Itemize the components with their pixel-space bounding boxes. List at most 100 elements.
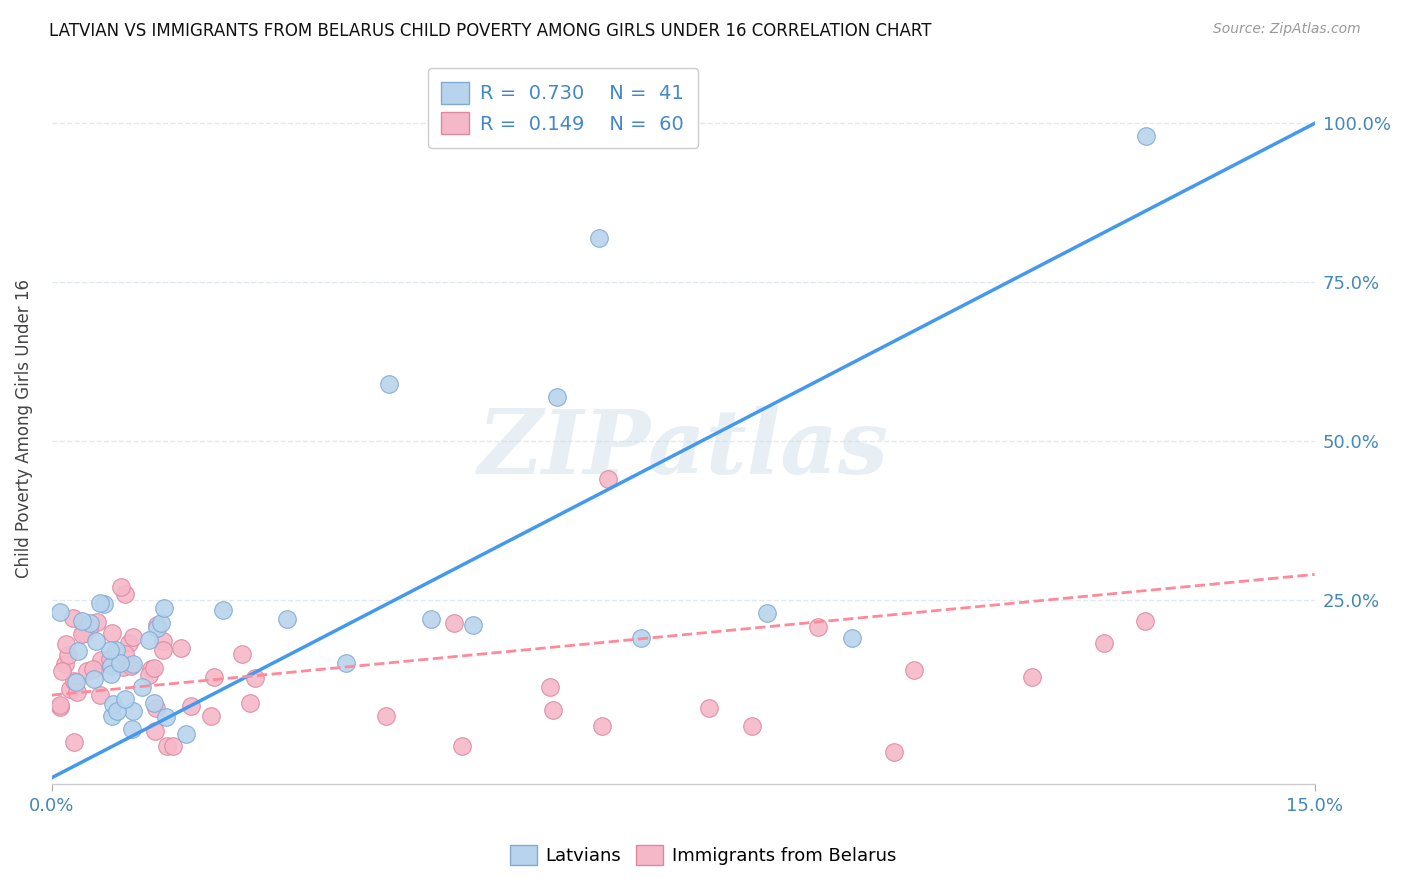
Point bbox=[114, 586, 136, 600]
Point bbox=[121, 704, 143, 718]
Point bbox=[419, 612, 441, 626]
Point bbox=[588, 230, 610, 244]
Point bbox=[451, 739, 474, 753]
Point bbox=[375, 709, 398, 723]
Point bbox=[145, 701, 167, 715]
Y-axis label: Child Poverty Among Girls Under 16: Child Poverty Among Girls Under 16 bbox=[15, 279, 32, 578]
Point bbox=[79, 615, 101, 630]
Point bbox=[49, 699, 72, 714]
Point bbox=[62, 735, 84, 749]
Point bbox=[596, 472, 619, 486]
Point bbox=[120, 659, 142, 673]
Point bbox=[98, 652, 121, 666]
Point bbox=[200, 708, 222, 723]
Point bbox=[335, 657, 357, 671]
Point bbox=[1021, 670, 1043, 684]
Point bbox=[630, 631, 652, 645]
Point bbox=[122, 630, 145, 644]
Point bbox=[143, 661, 166, 675]
Text: Source: ZipAtlas.com: Source: ZipAtlas.com bbox=[1213, 22, 1361, 37]
Point bbox=[538, 680, 561, 694]
Point bbox=[122, 657, 145, 671]
Text: ZIPatlas: ZIPatlas bbox=[478, 407, 889, 493]
Point bbox=[156, 739, 179, 753]
Point bbox=[546, 390, 568, 404]
Point bbox=[110, 580, 132, 594]
Point bbox=[377, 376, 399, 391]
Point bbox=[98, 643, 121, 657]
Point bbox=[82, 662, 104, 676]
Point bbox=[55, 637, 77, 651]
Point bbox=[231, 647, 253, 661]
Point bbox=[51, 664, 73, 678]
Point bbox=[841, 631, 863, 645]
Point bbox=[112, 660, 135, 674]
Point bbox=[882, 745, 904, 759]
Point bbox=[143, 724, 166, 739]
Point bbox=[756, 606, 779, 620]
Point bbox=[63, 673, 86, 688]
Point bbox=[58, 648, 80, 662]
Point bbox=[741, 718, 763, 732]
Point bbox=[243, 671, 266, 685]
Point bbox=[72, 626, 94, 640]
Point bbox=[1133, 614, 1156, 628]
Point bbox=[83, 672, 105, 686]
Point bbox=[62, 611, 84, 625]
Point bbox=[100, 625, 122, 640]
Point bbox=[461, 618, 484, 632]
Point bbox=[145, 618, 167, 632]
Point bbox=[59, 682, 82, 697]
Point bbox=[53, 657, 76, 671]
Point bbox=[541, 703, 564, 717]
Point bbox=[138, 632, 160, 647]
Point bbox=[70, 614, 93, 628]
Point bbox=[155, 710, 177, 724]
Point bbox=[121, 722, 143, 736]
Text: LATVIAN VS IMMIGRANTS FROM BELARUS CHILD POVERTY AMONG GIRLS UNDER 16 CORRELATIO: LATVIAN VS IMMIGRANTS FROM BELARUS CHILD… bbox=[49, 22, 932, 40]
Point bbox=[49, 698, 72, 713]
Point bbox=[105, 704, 128, 718]
Point bbox=[807, 620, 830, 634]
Point bbox=[146, 621, 169, 635]
Point bbox=[239, 696, 262, 710]
Point bbox=[77, 621, 100, 635]
Point bbox=[90, 653, 112, 667]
Point bbox=[697, 701, 720, 715]
Point bbox=[65, 675, 87, 690]
Point bbox=[169, 640, 191, 655]
Point bbox=[76, 664, 98, 678]
Point bbox=[93, 597, 115, 611]
Point bbox=[202, 670, 225, 684]
Point bbox=[443, 615, 465, 630]
Point bbox=[149, 615, 172, 630]
Point bbox=[86, 615, 108, 630]
Point bbox=[162, 739, 184, 753]
Point bbox=[174, 727, 197, 741]
Point bbox=[131, 680, 153, 694]
Point bbox=[1135, 129, 1157, 144]
Point bbox=[591, 718, 613, 732]
Point bbox=[212, 603, 235, 617]
Point bbox=[100, 667, 122, 681]
Point bbox=[903, 663, 925, 677]
Point bbox=[180, 699, 202, 714]
Point bbox=[84, 634, 107, 648]
Point bbox=[114, 647, 136, 661]
Point bbox=[152, 634, 174, 648]
Point bbox=[100, 659, 122, 673]
Point bbox=[117, 635, 139, 649]
Point bbox=[73, 626, 96, 640]
Point bbox=[138, 667, 160, 681]
Point bbox=[1092, 636, 1115, 650]
Point bbox=[110, 656, 132, 670]
Point bbox=[152, 601, 174, 615]
Point bbox=[101, 709, 124, 723]
Point bbox=[89, 596, 111, 610]
Legend: R =  0.730    N =  41, R =  0.149    N =  60: R = 0.730 N = 41, R = 0.149 N = 60 bbox=[427, 68, 697, 148]
Point bbox=[49, 605, 72, 619]
Point bbox=[66, 643, 89, 657]
Point bbox=[276, 612, 298, 626]
Point bbox=[152, 642, 174, 657]
Point bbox=[103, 698, 125, 712]
